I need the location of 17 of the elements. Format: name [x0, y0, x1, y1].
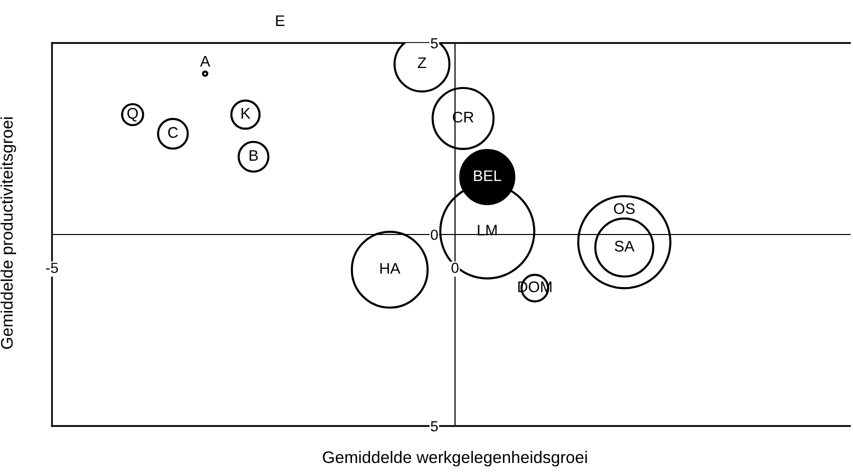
y-tick-label: 5	[430, 421, 438, 432]
data-label: SA	[614, 240, 634, 252]
data-label: Q	[127, 108, 138, 122]
data-label: HA	[380, 263, 400, 274]
y-tick-label: 0	[430, 230, 438, 240]
data-label: C	[168, 127, 178, 138]
y-tick-label: 5	[430, 38, 438, 48]
data-label: A	[200, 56, 210, 66]
text: E	[276, 15, 284, 26]
data-label: K	[242, 108, 250, 119]
data-label: Z	[418, 58, 426, 68]
data-label: BEL	[474, 170, 502, 181]
data-label: B	[250, 150, 258, 161]
y-axis-title: Gemiddelde productiviteitsgroei	[0, 117, 16, 349]
x-tick-label: -5	[46, 262, 58, 273]
data-label: OS	[614, 203, 635, 214]
x-axis-title: Gemiddelde werkgelegenheidsgroei	[322, 450, 587, 466]
